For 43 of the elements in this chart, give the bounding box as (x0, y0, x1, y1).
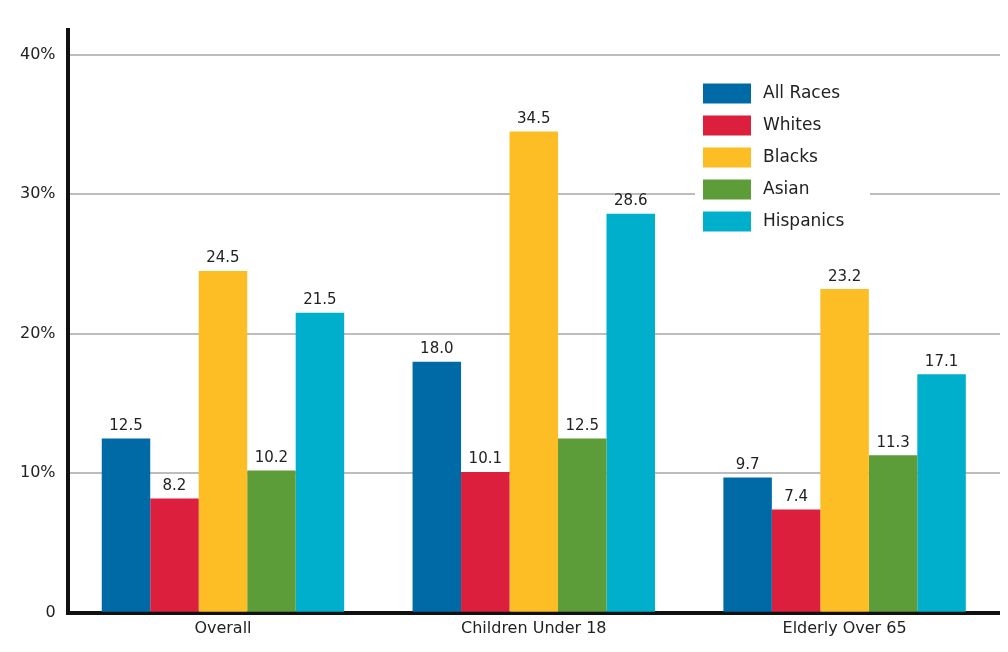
y-tick-label: 40% (20, 43, 56, 63)
data-label: 23.2 (827, 266, 862, 285)
bar (917, 374, 966, 612)
legend-label: Hispanics (763, 210, 845, 231)
bar (247, 470, 296, 612)
data-label: 24.5 (206, 248, 240, 267)
bar (150, 498, 199, 612)
data-label: 34.5 (517, 108, 551, 127)
bar (558, 438, 607, 612)
bar (868, 455, 918, 612)
bar (820, 289, 869, 612)
bar (295, 312, 345, 612)
x-tick-label: Overall (194, 617, 252, 637)
bar (723, 477, 772, 612)
bar (461, 471, 510, 612)
legend-label: Blacks (763, 146, 818, 167)
bar (412, 361, 462, 612)
bar (771, 509, 821, 612)
data-label: 28.6 (614, 191, 648, 210)
legend-label: Asian (763, 178, 810, 199)
y-tick-label: 30% (20, 183, 56, 203)
data-label: 8.2 (162, 475, 187, 494)
data-label: 17.1 (924, 351, 959, 370)
legend-label: All Races (763, 82, 841, 103)
data-label: 12.5 (109, 415, 143, 434)
y-tick-label: 10% (20, 462, 56, 482)
bar (509, 131, 559, 612)
data-label: 10.2 (254, 447, 289, 466)
x-tick-label: Elderly Over 65 (782, 617, 907, 637)
y-tick-label: 0 (45, 601, 56, 621)
bar (101, 438, 151, 612)
bar (198, 270, 248, 612)
data-label: 21.5 (303, 290, 337, 309)
y-tick-label: 20% (20, 322, 56, 342)
data-label: 18.0 (420, 339, 454, 358)
bar (606, 213, 655, 612)
legend-label: Whites (763, 114, 822, 135)
data-label: 12.5 (565, 415, 599, 434)
data-label: 9.7 (735, 454, 760, 473)
data-label: 10.1 (468, 449, 502, 468)
data-label: 11.3 (876, 432, 910, 451)
data-label: 7.4 (784, 486, 809, 505)
x-tick-label: Children Under 18 (461, 617, 607, 637)
